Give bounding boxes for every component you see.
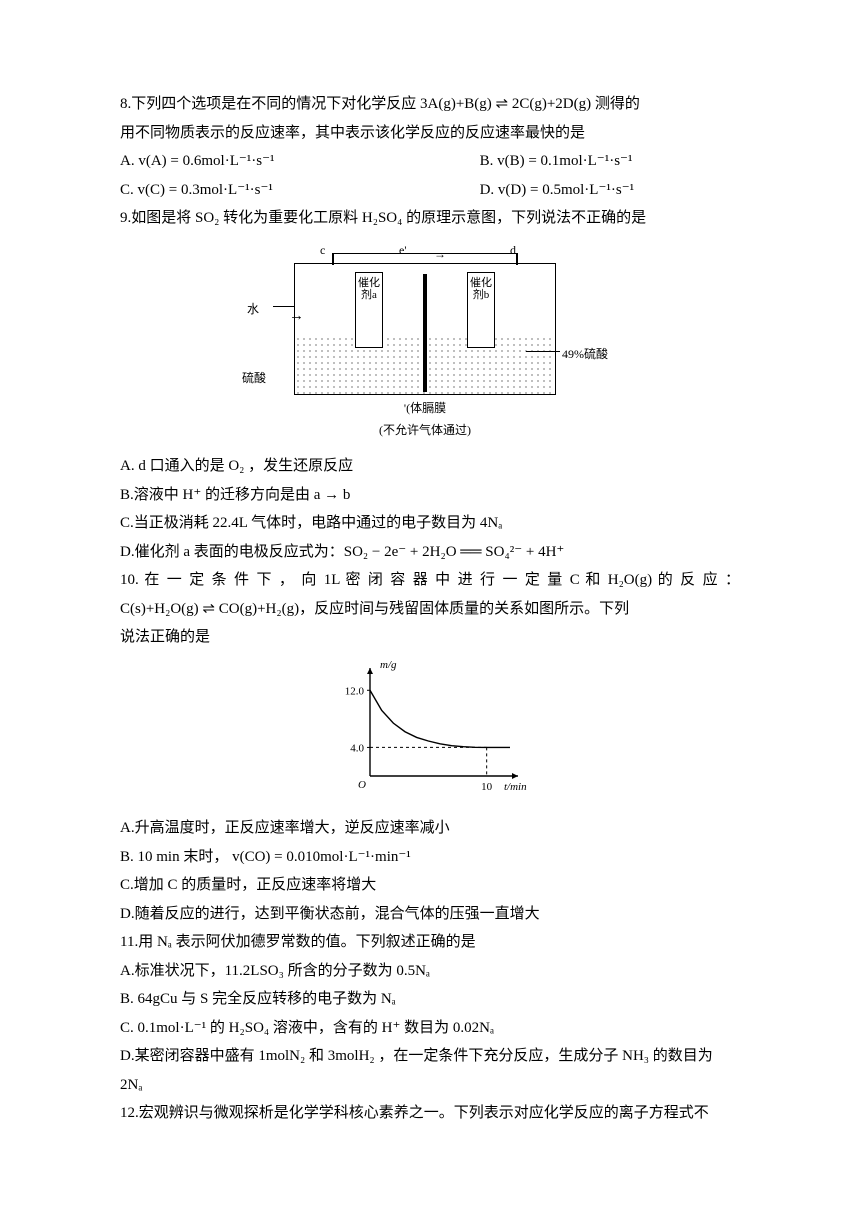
q10-stem-line2b: ，反应时间与残留固体质量的关系如图所示。下列 xyxy=(299,601,629,617)
q9-option-b: B.溶液中 H⁺ 的迁移方向是由 a → b xyxy=(120,481,740,510)
q9-caption: '(体膈膜 (不允许气体通过) xyxy=(294,397,556,443)
q8-option-d: D. v(D) = 0.5mol·L⁻¹·s⁻¹ xyxy=(480,176,740,205)
q10-stem-line3: 说法正确的是 xyxy=(120,623,740,652)
svg-text:m/g: m/g xyxy=(380,659,397,671)
q10-stem-line1: 10. 在 一 定 条 件 下 ， 向 1L 密 闭 容 器 中 进 行 一 定… xyxy=(120,566,740,595)
q9-electrode-b: 催化剂b xyxy=(467,272,495,348)
q8-options-row1: A. v(A) = 0.6mol·L⁻¹·s⁻¹ B. v(B) = 0.1mo… xyxy=(120,147,740,176)
q10-option-b: B. 10 min 末时， v(CO) = 0.010mol·L⁻¹·min⁻¹ xyxy=(120,843,740,872)
q10-chart: m/g t/min O 4.0 12.0 10 xyxy=(120,658,740,809)
q11-option-a: A.标准状况下，11.2LSO₃ 所含的分子数为 0.5Nₐ xyxy=(120,957,740,986)
q10-equation: C(s)+H₂O(g) ⇌ CO(g)+H₂(g) xyxy=(120,601,299,617)
q9-option-d: D.催化剂 a 表面的电极反应式为：SO₂ − 2e⁻ + 2H₂O ══ SO… xyxy=(120,538,740,567)
q9-stem: 9.如图是将 SO₂ 转化为重要化工原料 H₂SO₄ 的原理示意图，下列说法不正… xyxy=(120,204,740,233)
q9-label-c: c xyxy=(320,239,325,262)
svg-text:4.0: 4.0 xyxy=(350,742,364,754)
q9-acid-left: 硫酸 xyxy=(242,367,266,390)
q11-stem: 11.用 Nₐ 表示阿伏加德罗常数的值。下列叙述正确的是 xyxy=(120,928,740,957)
q11-option-d-line2: 2Nₐ xyxy=(120,1071,740,1100)
q8-stem-line2: 用不同物质表示的反应速率，其中表示该化学反应的反应速率最快的是 xyxy=(120,119,740,148)
q11-option-d-line1: D.某密闭容器中盛有 1molN₂ 和 3molH₂ ，在一定条件下充分反应，生… xyxy=(120,1042,740,1071)
q11-option-b: B. 64gCu 与 S 完全反应转移的电子数为 Nₐ xyxy=(120,985,740,1014)
q9-option-c: C.当正极消耗 22.4L 气体时，电路中通过的电子数目为 4Nₐ xyxy=(120,509,740,538)
q10-option-c: C.增加 C 的质量时，正反应速率将增大 xyxy=(120,871,740,900)
q9-diagram: c e' d → 催化剂a 催化剂b 水 → 硫酸 49%硫酸 '(体膈膜 (不… xyxy=(120,239,740,447)
q10-stem-line2: C(s)+H₂O(g) ⇌ CO(g)+H₂(g)，反应时间与残留固体质量的关系… xyxy=(120,595,740,624)
svg-text:10: 10 xyxy=(481,781,493,793)
q10-option-d: D.随着反应的进行，达到平衡状态前，混合气体的压强一直增大 xyxy=(120,900,740,929)
q8-options-row2: C. v(C) = 0.3mol·L⁻¹·s⁻¹ D. v(D) = 0.5mo… xyxy=(120,176,740,205)
q8-option-b: B. v(B) = 0.1mol·L⁻¹·s⁻¹ xyxy=(480,147,740,176)
svg-text:t/min: t/min xyxy=(504,781,527,793)
q8-stem-line1: 8.下列四个选项是在不同的情况下对化学反应 3A(g)+B(g) ⇌ 2C(g)… xyxy=(120,90,740,119)
svg-text:O: O xyxy=(358,779,366,791)
q10-option-a: A.升高温度时，正反应速率增大，逆反应速率减小 xyxy=(120,814,740,843)
q9-option-a: A. d 口通入的是 O₂ ，发生还原反应 xyxy=(120,452,740,481)
q9-acid-right: 49%硫酸 xyxy=(562,343,608,366)
q9-label-e: e' xyxy=(399,239,407,262)
q12-stem: 12.宏观辨识与微观探析是化学学科核心素养之一。下列表示对应化学反应的离子方程式… xyxy=(120,1099,740,1128)
q11-option-c: C. 0.1mol·L⁻¹ 的 H₂SO₄ 溶液中，含有的 H⁺ 数目为 0.0… xyxy=(120,1014,740,1043)
q9-electrode-a: 催化剂a xyxy=(355,272,383,348)
svg-text:12.0: 12.0 xyxy=(345,685,365,697)
q8-option-c: C. v(C) = 0.3mol·L⁻¹·s⁻¹ xyxy=(120,176,480,205)
q8-option-a: A. v(A) = 0.6mol·L⁻¹·s⁻¹ xyxy=(120,147,480,176)
q9-water-label: 水 xyxy=(247,298,259,321)
